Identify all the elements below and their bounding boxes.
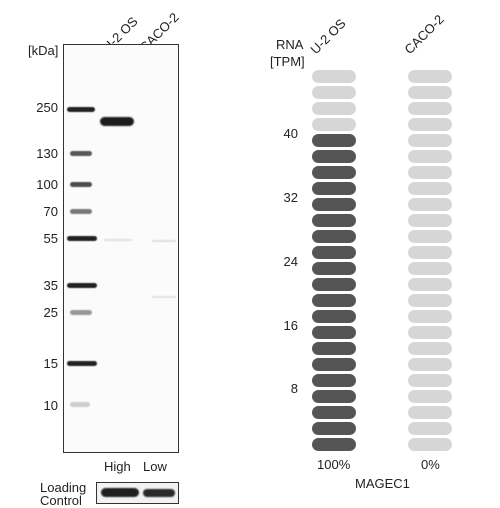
ladder-band-35 [67, 283, 97, 288]
rna-caco2-segment [408, 230, 452, 243]
marker-label-70: 70 [43, 204, 58, 219]
rna-caco2-segment [408, 134, 452, 147]
ladder-band-250 [67, 107, 95, 112]
rna-bar-caco2 [408, 70, 452, 451]
ladder-band-70 [70, 209, 92, 214]
rna-u2os-segment [312, 166, 356, 179]
gene-name: MAGEC1 [355, 476, 410, 491]
expression-label-low: Low [143, 459, 167, 474]
rna-u2os-segment [312, 422, 356, 435]
rna-u2os-segment [312, 406, 356, 419]
rna-percent-caco2: 0% [421, 457, 440, 472]
rna-caco2-segment [408, 150, 452, 163]
marker-label-130: 130 [36, 146, 58, 161]
rna-u2os-segment [312, 230, 356, 243]
loading-control-image [96, 482, 179, 504]
rna-u2os-segment [312, 310, 356, 323]
rna-u2os-segment [312, 246, 356, 259]
rna-caco2-segment [408, 102, 452, 115]
rna-u2os-segment [312, 342, 356, 355]
rna-u2os-segment [312, 374, 356, 387]
rna-header-line1: RNA [276, 37, 304, 52]
marker-label-250: 250 [36, 100, 58, 115]
rna-percent-u2os: 100% [317, 457, 351, 472]
u2os-protein-band [100, 117, 134, 126]
rna-u2os-segment [312, 390, 356, 403]
rna-caco2-segment [408, 214, 452, 227]
rna-caco2-segment [408, 374, 452, 387]
rna-caco2-segment [408, 294, 452, 307]
marker-label-10: 10 [43, 398, 58, 413]
rna-u2os-segment [312, 102, 356, 115]
rna-caco2-segment [408, 406, 452, 419]
rna-scale-8: 8 [290, 381, 298, 396]
ladder-band-100 [70, 182, 92, 187]
marker-label-55: 55 [43, 231, 58, 246]
ladder-band-130 [70, 151, 92, 156]
rna-caco2-segment [408, 438, 452, 451]
rna-caco2-segment [408, 118, 452, 131]
rna-u2os-segment [312, 118, 356, 131]
rna-caco2-segment [408, 246, 452, 259]
caco2-faint-band-55 [152, 240, 176, 242]
rna-u2os-segment [312, 214, 356, 227]
loading-band-caco2 [143, 489, 175, 497]
rna-u2os-segment [312, 134, 356, 147]
rna-u2os-segment [312, 294, 356, 307]
ladder-band-55 [67, 236, 97, 241]
rna-caco2-segment [408, 390, 452, 403]
rna-cell-line-u2os: U-2 OS [307, 15, 349, 57]
ladder-band-10 [70, 402, 90, 407]
rna-caco2-segment [408, 262, 452, 275]
rna-caco2-segment [408, 326, 452, 339]
rna-header-line2: [TPM] [270, 54, 305, 69]
rna-caco2-segment [408, 278, 452, 291]
rna-u2os-segment [312, 278, 356, 291]
rna-u2os-segment [312, 182, 356, 195]
rna-cell-line-caco2: CACO-2 [401, 11, 447, 58]
rna-caco2-segment [408, 310, 452, 323]
rna-u2os-segment [312, 438, 356, 451]
marker-label-15: 15 [43, 356, 58, 371]
ladder-band-25 [70, 310, 92, 315]
rna-u2os-segment [312, 326, 356, 339]
rna-caco2-segment [408, 166, 452, 179]
rna-caco2-segment [408, 422, 452, 435]
rna-u2os-segment [312, 150, 356, 163]
loading-band-u2os [101, 488, 139, 497]
rna-scale-16: 16 [283, 318, 298, 333]
rna-caco2-segment [408, 70, 452, 83]
rna-u2os-segment [312, 262, 356, 275]
rna-caco2-segment [408, 182, 452, 195]
marker-label-35: 35 [43, 278, 58, 293]
ladder-band-15 [67, 361, 97, 366]
western-blot-image [63, 44, 179, 453]
marker-label-100: 100 [36, 177, 58, 192]
rna-bar-u2os [312, 70, 356, 451]
expression-label-high: High [104, 459, 131, 474]
rna-u2os-segment [312, 86, 356, 99]
rna-u2os-segment [312, 358, 356, 371]
rna-scale-40: 40 [283, 126, 298, 141]
rna-caco2-segment [408, 198, 452, 211]
u2os-faint-band [104, 239, 132, 241]
rna-caco2-segment [408, 358, 452, 371]
kda-label: [kDa] [28, 43, 59, 58]
caco2-faint-band-30 [152, 296, 176, 298]
loading-control-label-line2: Control [40, 493, 82, 508]
marker-label-25: 25 [43, 305, 58, 320]
rna-u2os-segment [312, 70, 356, 83]
rna-scale-32: 32 [283, 190, 298, 205]
rna-caco2-segment [408, 342, 452, 355]
loading-control-label-line1: Loading [40, 480, 87, 495]
rna-caco2-segment [408, 86, 452, 99]
rna-scale-24: 24 [283, 254, 298, 269]
rna-u2os-segment [312, 198, 356, 211]
